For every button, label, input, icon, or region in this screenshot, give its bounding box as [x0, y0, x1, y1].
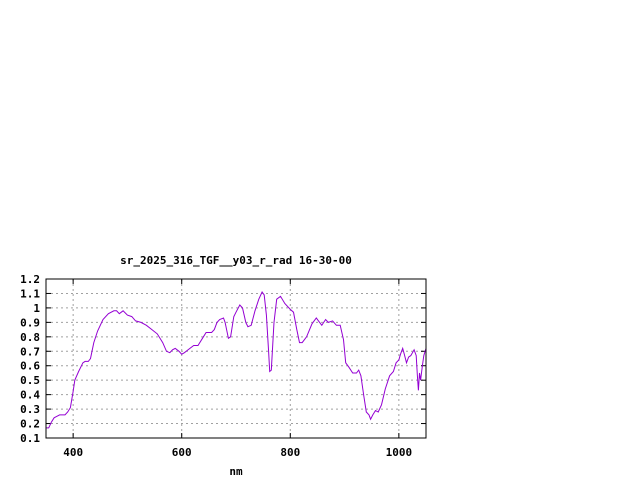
- y-tick-label: 1: [33, 302, 40, 315]
- y-tick-label: 0.9: [20, 316, 40, 329]
- x-axis: 400 600 800 1000: [63, 279, 412, 459]
- y-tick-label: 0.3: [20, 403, 40, 416]
- y-tick-label: 0.2: [20, 418, 40, 431]
- y-tick-label: 0.1: [20, 432, 40, 445]
- y-tick-label: 0.7: [20, 345, 40, 358]
- plot-frame: [45, 278, 427, 439]
- y-axis: 0.10.2 0.30.4 0.50.6 0.70.8 0.91 1.11.2: [20, 273, 426, 445]
- x-tick-label: 600: [172, 446, 192, 459]
- grid: [46, 279, 426, 438]
- y-tick-label: 0.5: [20, 374, 40, 387]
- y-tick-label: 0.4: [20, 389, 40, 402]
- y-tick-label: 0.6: [20, 360, 40, 373]
- y-tick-label: 1.1: [20, 287, 40, 300]
- x-tick-label: 1000: [386, 446, 413, 459]
- series-group: [46, 291, 427, 429]
- x-axis-label: nm: [229, 465, 243, 478]
- y-tick-label: 1.2: [20, 273, 40, 286]
- chart-title: sr_2025_316_TGF__y03_r_rad 16-30-00: [120, 254, 352, 267]
- x-tick-label: 800: [280, 446, 300, 459]
- series-line: [46, 291, 427, 429]
- y-tick-label: 0.8: [20, 331, 40, 344]
- x-tick-label: 400: [63, 446, 83, 459]
